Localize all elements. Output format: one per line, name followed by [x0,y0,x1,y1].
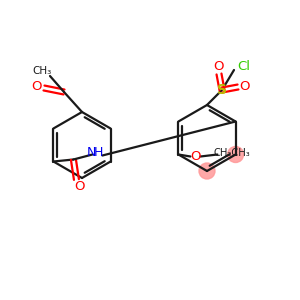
Text: H: H [94,146,103,159]
Text: S: S [217,83,227,97]
Text: Cl: Cl [238,59,250,73]
Circle shape [199,163,215,179]
Text: O: O [74,180,85,193]
Text: O: O [239,80,249,94]
Text: O: O [213,61,223,74]
Text: CH₃: CH₃ [32,66,52,76]
Circle shape [228,146,244,163]
Text: CH₂CH₃: CH₂CH₃ [213,148,250,158]
Text: O: O [32,80,42,94]
Text: N: N [87,146,96,159]
Text: O: O [190,150,201,163]
